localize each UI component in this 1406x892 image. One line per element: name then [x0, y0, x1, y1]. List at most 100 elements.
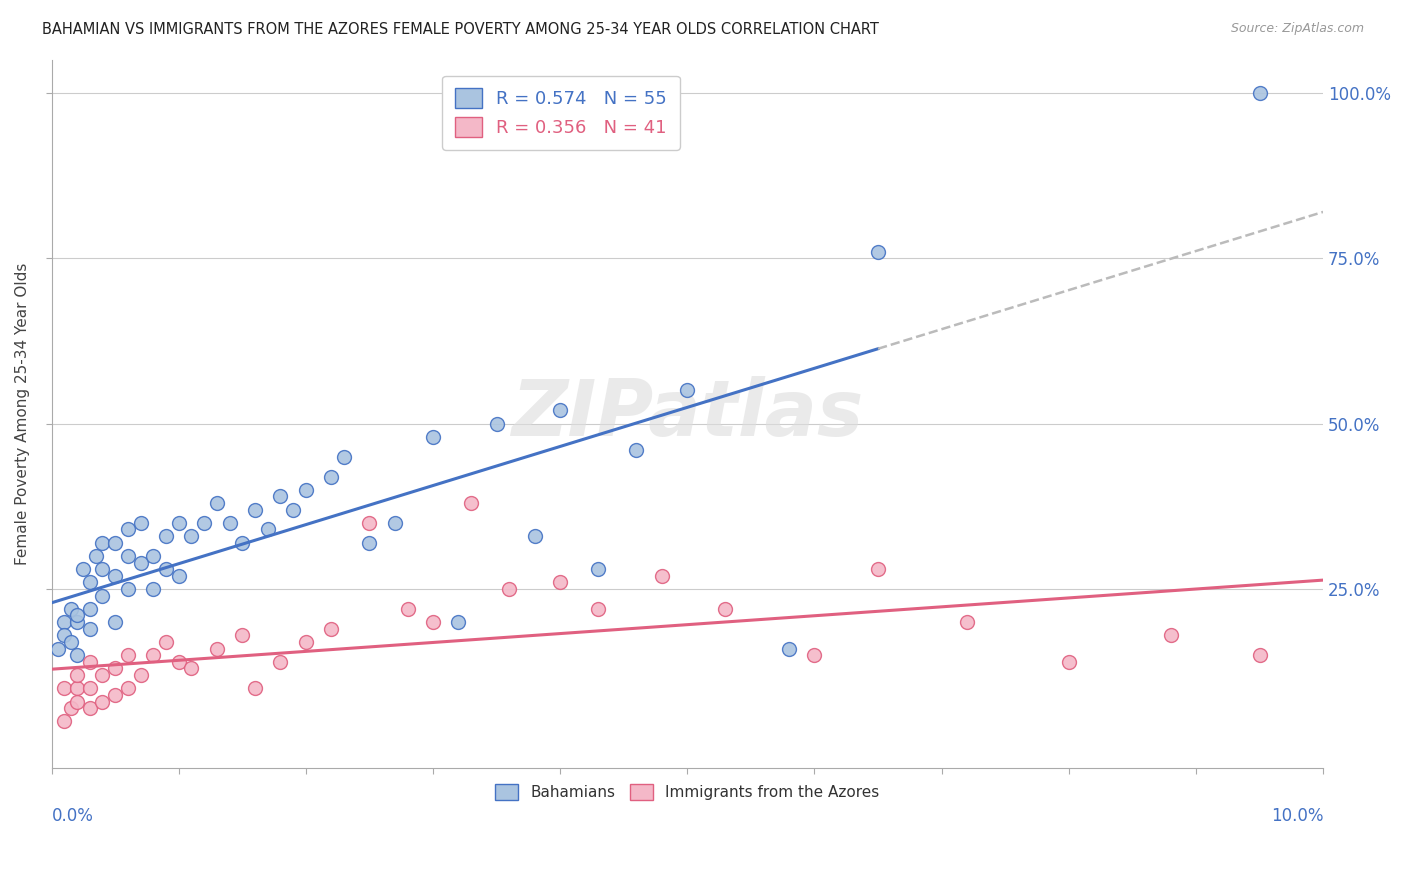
- Point: [205, 496, 228, 510]
- Point: [104, 661, 127, 675]
- Point: [778, 641, 800, 656]
- Point: [359, 516, 381, 530]
- Point: [868, 244, 890, 259]
- Point: [396, 602, 419, 616]
- Point: [117, 648, 139, 663]
- Point: [142, 549, 165, 563]
- Point: [91, 562, 114, 576]
- Y-axis label: Female Poverty Among 25-34 Year Olds: Female Poverty Among 25-34 Year Olds: [15, 262, 30, 565]
- Point: [205, 641, 228, 656]
- Point: [79, 622, 101, 636]
- Point: [269, 655, 291, 669]
- Point: [91, 589, 114, 603]
- Point: [117, 523, 139, 537]
- Point: [79, 655, 101, 669]
- Text: 0.0%: 0.0%: [52, 806, 93, 824]
- Point: [1249, 648, 1271, 663]
- Point: [281, 502, 304, 516]
- Point: [53, 628, 76, 642]
- Point: [231, 535, 253, 549]
- Point: [1057, 655, 1080, 669]
- Point: [651, 569, 673, 583]
- Point: [155, 562, 177, 576]
- Point: [626, 443, 648, 458]
- Point: [91, 668, 114, 682]
- Point: [321, 469, 343, 483]
- Point: [66, 648, 89, 663]
- Point: [422, 615, 444, 629]
- Point: [1160, 628, 1182, 642]
- Point: [104, 535, 127, 549]
- Point: [588, 602, 610, 616]
- Point: [498, 582, 520, 596]
- Point: [180, 529, 202, 543]
- Point: [142, 582, 165, 596]
- Point: [117, 582, 139, 596]
- Point: [59, 602, 82, 616]
- Point: [59, 635, 82, 649]
- Point: [91, 535, 114, 549]
- Text: Source: ZipAtlas.com: Source: ZipAtlas.com: [1230, 22, 1364, 36]
- Point: [79, 701, 101, 715]
- Point: [256, 523, 278, 537]
- Point: [117, 681, 139, 696]
- Point: [66, 694, 89, 708]
- Point: [53, 714, 76, 729]
- Point: [129, 516, 152, 530]
- Point: [167, 569, 190, 583]
- Point: [66, 608, 89, 623]
- Point: [180, 661, 202, 675]
- Point: [548, 575, 571, 590]
- Point: [155, 529, 177, 543]
- Point: [803, 648, 825, 663]
- Point: [523, 529, 546, 543]
- Point: [295, 635, 318, 649]
- Point: [485, 417, 508, 431]
- Point: [868, 562, 890, 576]
- Point: [384, 516, 406, 530]
- Point: [269, 489, 291, 503]
- Point: [243, 681, 266, 696]
- Point: [104, 688, 127, 702]
- Text: 10.0%: 10.0%: [1271, 806, 1323, 824]
- Point: [129, 668, 152, 682]
- Point: [588, 562, 610, 576]
- Point: [447, 615, 470, 629]
- Text: ZIPatlas: ZIPatlas: [512, 376, 863, 451]
- Point: [193, 516, 215, 530]
- Point: [231, 628, 253, 642]
- Point: [84, 549, 107, 563]
- Point: [359, 535, 381, 549]
- Point: [714, 602, 737, 616]
- Legend: Bahamians, Immigrants from the Azores: Bahamians, Immigrants from the Azores: [485, 774, 889, 810]
- Point: [66, 615, 89, 629]
- Point: [155, 635, 177, 649]
- Point: [104, 615, 127, 629]
- Point: [676, 384, 699, 398]
- Point: [104, 569, 127, 583]
- Point: [129, 556, 152, 570]
- Point: [243, 502, 266, 516]
- Point: [66, 681, 89, 696]
- Point: [422, 430, 444, 444]
- Point: [117, 549, 139, 563]
- Point: [142, 648, 165, 663]
- Point: [72, 562, 94, 576]
- Point: [956, 615, 979, 629]
- Point: [321, 622, 343, 636]
- Point: [460, 496, 482, 510]
- Point: [167, 655, 190, 669]
- Point: [59, 701, 82, 715]
- Text: BAHAMIAN VS IMMIGRANTS FROM THE AZORES FEMALE POVERTY AMONG 25-34 YEAR OLDS CORR: BAHAMIAN VS IMMIGRANTS FROM THE AZORES F…: [42, 22, 879, 37]
- Point: [333, 450, 356, 464]
- Point: [167, 516, 190, 530]
- Point: [218, 516, 240, 530]
- Point: [53, 681, 76, 696]
- Point: [548, 403, 571, 417]
- Point: [79, 575, 101, 590]
- Point: [295, 483, 318, 497]
- Point: [1249, 86, 1271, 100]
- Point: [91, 694, 114, 708]
- Point: [79, 602, 101, 616]
- Point: [79, 681, 101, 696]
